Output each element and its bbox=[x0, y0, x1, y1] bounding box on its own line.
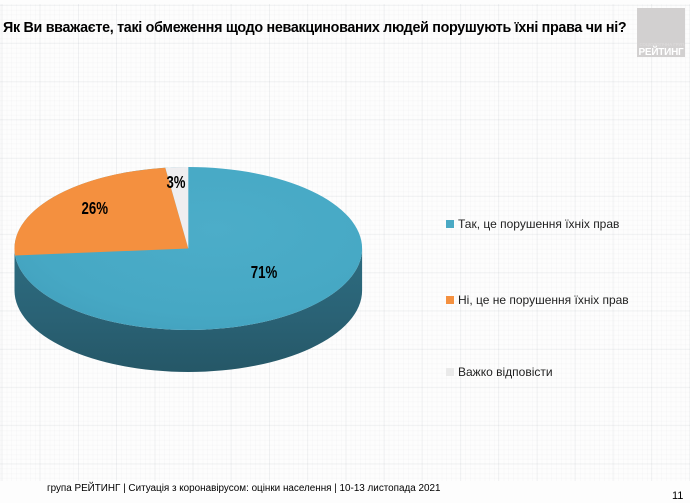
svg-text:26%: 26% bbox=[82, 198, 109, 218]
svg-text:3%: 3% bbox=[167, 172, 186, 192]
svg-text:71%: 71% bbox=[251, 262, 278, 282]
